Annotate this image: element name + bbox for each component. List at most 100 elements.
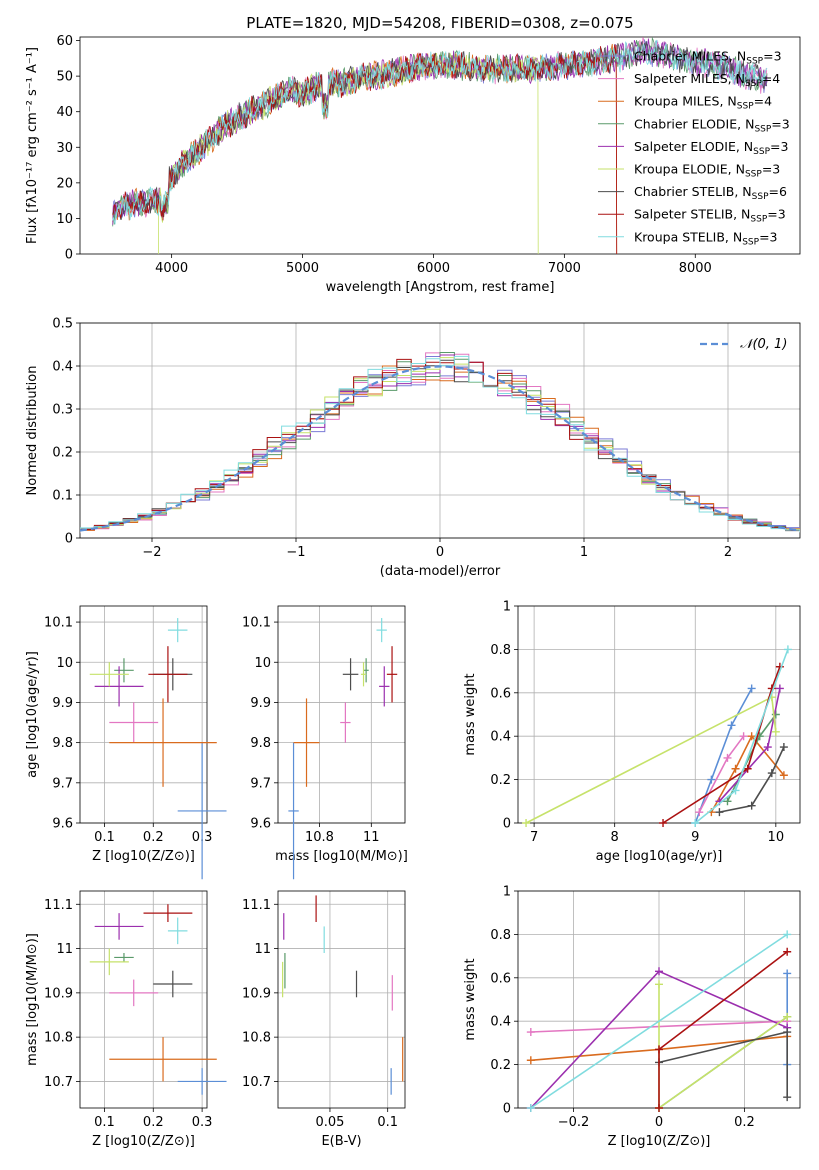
x-tick-label: 0.2 [143,830,164,845]
y-axis-label: mass weight [463,673,478,755]
y-tick-label: 0.5 [52,317,73,332]
x-axis-label: (data-model)/error [380,564,501,579]
x-tick-label: 7 [530,830,538,845]
axes-frame [517,605,801,824]
x-tick-label: 9 [691,830,699,845]
data-marker [739,732,748,741]
x-tick-label: 4000 [155,261,188,276]
data-marker [779,743,788,752]
chart-weight-vs-age: 7 8 9 10 0 0.2 0.4 0.6 0.8 1 age [log10(age/yr)] ma… [463,600,801,864]
x-tick-label: −0.2 [558,1115,590,1130]
weight-series-line [530,933,788,1109]
weight-series-line [710,734,785,813]
y-tick-label: 10.8 [44,1031,73,1046]
y-tick-label: 10.8 [242,1031,271,1046]
legend-nssp: =4 [762,71,780,86]
data-marker [783,930,792,939]
x-axis-label: E(B-V) [321,1134,361,1149]
x-tick-label: 10 [768,830,785,845]
y-tick-label: 10.1 [242,616,271,631]
data-marker [526,1056,535,1065]
data-marker [763,743,772,752]
y-tick-label: 10.7 [44,1075,73,1090]
x-tick-label: 7000 [548,261,581,276]
y-tick-label: 0.1 [52,489,73,504]
data-marker [655,1104,663,1112]
x-axis-label: mass [log10(M/M⊙)] [275,849,408,864]
data-marker [731,764,740,773]
histogram-step [80,355,800,533]
y-axis-label: age [log10(age/yr)] [25,651,40,778]
legend-entry: 𝒩(0, 1) [740,337,787,352]
data-marker [655,980,663,989]
x-axis-label: Z [log10(Z/Z⊙)] [92,1134,195,1149]
data-marker [783,1028,792,1037]
y-tick-label: 0 [503,1102,511,1117]
x-axis-label: Z [log10(Z/Z⊙)] [608,1134,711,1149]
axes-frame [79,322,801,539]
axes-frame [277,605,406,824]
legend-nssp: =3 [763,49,781,64]
y-axis-label: mass weight [463,958,478,1040]
weight-series-line [694,688,753,824]
y-tick-label: 0.4 [52,360,73,375]
weight-series-line [719,746,785,813]
chart-residual-hist: −2 −1 0 1 2 0 0.1 0.2 0.3 0.4 0.5 (data-model)/erro… [25,317,801,579]
legend-subscript: SSP [745,170,762,180]
data-marker [526,1028,535,1037]
data-marker [526,1104,535,1112]
y-axis-label: Flux [fλ10⁻¹⁷ erg cm⁻² s⁻¹ A⁻¹] [25,47,40,244]
y-tick-label: 9.6 [52,817,73,832]
x-tick-label: −1 [286,545,305,560]
y-tick-label: 0.3 [52,403,73,418]
y-tick-label: 30 [56,141,73,156]
x-tick-label: 2 [724,545,732,560]
data-marker [747,801,756,810]
data-marker [695,808,704,817]
data-marker [743,764,752,773]
x-tick-label: 11 [363,830,380,845]
x-axis-label: wavelength [Angstrom, rest frame] [326,280,555,295]
legend-nssp: =3 [771,116,789,131]
y-tick-label: 0.2 [490,773,511,788]
data-marker [783,1093,792,1102]
spectrum-lines [112,37,768,254]
y-tick-label: 0.6 [490,686,511,701]
legend-nssp: =3 [762,162,780,177]
data-marker [767,769,776,778]
y-tick-label: 0.8 [490,643,511,658]
data-marker [522,819,531,827]
legend-subscript: SSP [745,79,762,89]
data-marker [731,786,740,795]
y-tick-label: 0 [65,248,73,263]
data-marker [783,1012,792,1021]
data-marker [707,775,716,784]
y-tick-label: 60 [56,34,73,49]
legend-subscript: SSP [753,147,770,157]
y-tick-label: 50 [56,70,73,85]
y-tick-label: 0 [65,532,73,547]
legend-entry: Kroupa ELODIE, NSSP=3 [634,162,780,180]
data-marker [783,969,792,978]
x-axis-label: age [log10(age/yr)] [596,849,723,864]
chart-age-vs-mass: 10.8 11 9.6 9.7 9.8 9.9 10 10.1 mass [log10(M/M⊙… [242,605,408,880]
y-tick-label: 10 [56,212,73,227]
y-tick-label: 10 [254,656,271,671]
y-tick-label: 0.2 [490,1058,511,1073]
y-tick-label: 9.9 [52,696,73,711]
y-tick-label: 0.4 [490,1015,511,1030]
y-tick-label: 1 [503,600,511,615]
spectrum-series-line [112,44,618,254]
x-tick-label: 0.2 [734,1115,755,1130]
y-tick-label: 0.2 [52,446,73,461]
data-marker [659,819,668,827]
y-tick-label: 9.7 [250,776,271,791]
legend-subscript: SSP [752,192,769,202]
y-tick-label: 10 [56,656,73,671]
y-tick-label: 9.9 [250,696,271,711]
plot-area: 4000 5000 6000 7000 80000102030405060wavelen… [25,34,801,1149]
legend-subscript: SSP [754,124,771,134]
x-tick-label: 10.8 [305,830,334,845]
